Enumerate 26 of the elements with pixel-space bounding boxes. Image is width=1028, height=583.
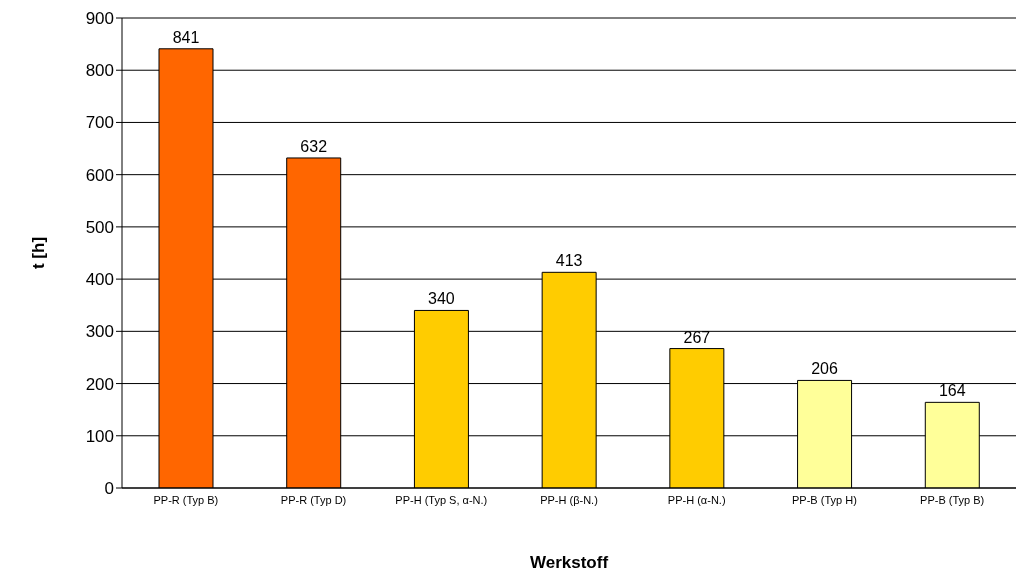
x-axis-title: Werkstoff — [529, 553, 609, 572]
y-tick-label: 900 — [85, 9, 114, 29]
x-tick-label: PP-B (Typ H) — [792, 493, 857, 506]
data-label: 413 — [555, 252, 583, 270]
x-tick-label: PP-R (Typ B) — [153, 493, 219, 506]
y-tick-label: 0 — [104, 479, 114, 499]
y-tick-label: 700 — [85, 113, 114, 133]
x-tick-label: PP-H (Typ S, α-N.) — [395, 493, 488, 506]
x-tick-label: PP-H (β-N.) — [540, 493, 598, 506]
data-label: 267 — [683, 328, 711, 346]
data-label: 206 — [811, 360, 839, 378]
x-tick-label: PP-H (α-N.) — [667, 493, 726, 506]
y-tick-label: 600 — [85, 165, 114, 185]
y-tick-label: 500 — [85, 217, 114, 237]
y-tick-label: 100 — [85, 426, 114, 446]
data-label: 841 — [172, 28, 200, 46]
y-tick-label: 400 — [85, 270, 114, 290]
data-label: 164 — [938, 382, 966, 400]
y-tick-label: 800 — [85, 61, 114, 81]
x-tick-label: PP-B (Typ B) — [920, 493, 985, 506]
y-tick-label: 300 — [85, 322, 114, 342]
y-axis-title: t [h] — [29, 236, 49, 270]
y-tick-label: 200 — [85, 374, 114, 394]
data-label: 340 — [428, 290, 455, 308]
data-label: 632 — [300, 137, 328, 155]
x-tick-label: PP-R (Typ D) — [280, 493, 347, 506]
